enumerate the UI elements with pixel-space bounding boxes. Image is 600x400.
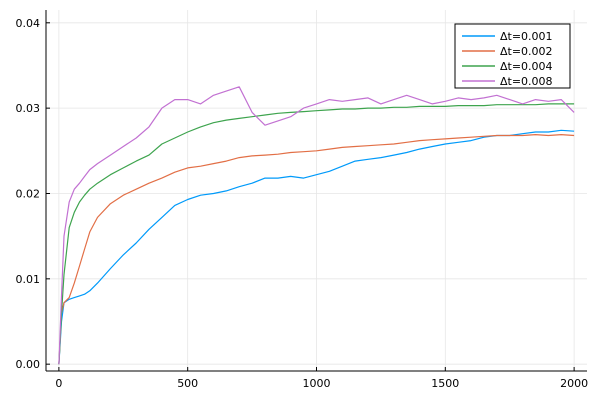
series-line-3 — [58, 103, 575, 365]
y-tick-label: 0.03 — [16, 102, 41, 115]
x-tick-label: 2000 — [560, 377, 588, 390]
x-tick-label: 1500 — [431, 377, 459, 390]
y-tick-label: 0.01 — [16, 273, 41, 286]
x-tick-label: 0 — [55, 377, 62, 390]
series-line-1 — [58, 129, 575, 365]
x-tick-label: 500 — [177, 377, 198, 390]
legend: Δt=0.001 Δt=0.002 Δt=0.004 Δt=0.008 — [454, 23, 571, 89]
series-lines — [58, 86, 575, 365]
legend-label-3: Δt=0.004 — [500, 60, 553, 73]
y-tick-label: 0.04 — [16, 17, 41, 30]
legend-label-2: Δt=0.002 — [500, 45, 553, 58]
series-line-4 — [58, 86, 575, 365]
y-tick-label: 0.02 — [16, 187, 41, 200]
legend-label-4: Δt=0.008 — [500, 75, 553, 88]
y-ticks: 0.00 0.01 0.02 0.03 0.04 — [16, 17, 50, 371]
x-tick-label: 1000 — [303, 377, 331, 390]
grid — [46, 10, 587, 371]
series-line-2 — [58, 134, 575, 365]
x-ticks: 0 500 1000 1500 2000 — [55, 367, 588, 390]
y-tick-label: 0.00 — [16, 358, 41, 371]
legend-label-1: Δt=0.001 — [500, 30, 553, 43]
legend-box — [454, 23, 571, 89]
